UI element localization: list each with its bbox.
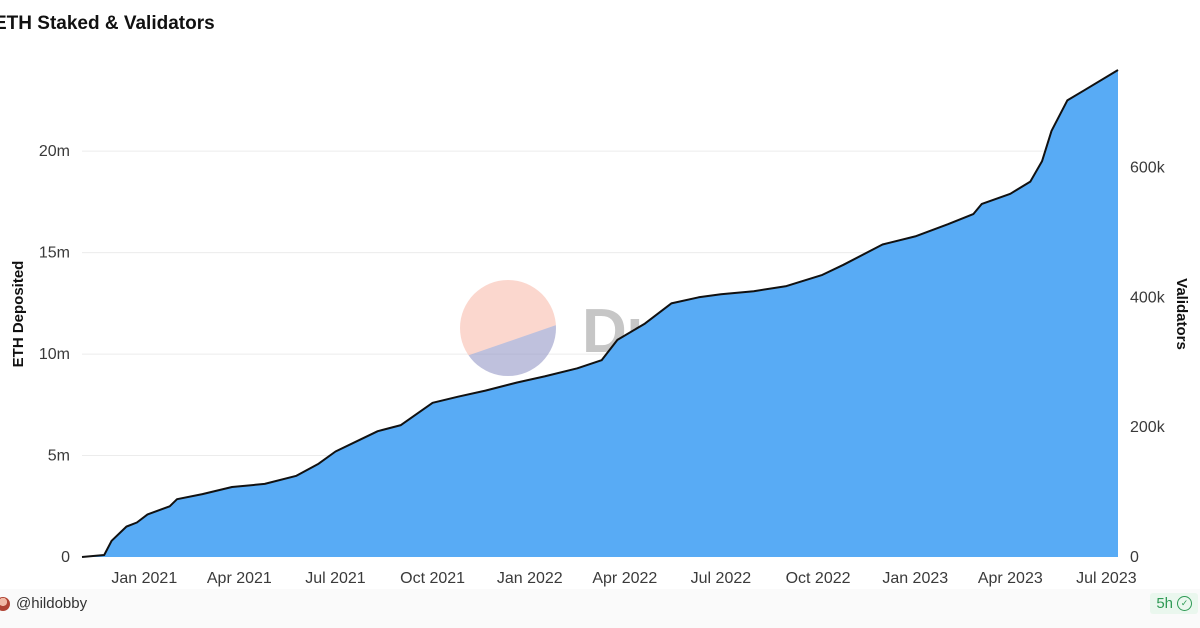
x-tick-label: Jan 2021 [111, 570, 177, 587]
y-tick-label: 0 [61, 549, 70, 566]
x-tick-label: Oct 2022 [786, 570, 851, 587]
y-tick-label: 15m [39, 245, 70, 262]
y2-tick-label: 600k [1130, 159, 1166, 176]
y-tick-label: 20m [39, 143, 70, 160]
x-tick-label: Jan 2023 [882, 570, 948, 587]
x-tick-label: Apr 2022 [592, 570, 657, 587]
footer-bar: @hildobby 5h ✓ [0, 589, 1200, 628]
right-axis-ticks: 0 200k 400k 600k [1130, 159, 1166, 566]
y-tick-label: 10m [39, 346, 70, 363]
chart-title: ETH Staked & Validators [0, 13, 215, 34]
x-tick-label: Apr 2023 [978, 570, 1043, 587]
check-circle-icon: ✓ [1177, 596, 1192, 611]
author-name: @hildobby [16, 595, 88, 612]
x-axis-ticks: Jan 2021 Apr 2021 Jul 2021 Oct 2021 Jan 2022… [111, 570, 1136, 587]
freshness-badge[interactable]: 5h ✓ [1150, 593, 1198, 614]
right-axis-title: Validators [1173, 278, 1190, 350]
y2-tick-label: 200k [1130, 419, 1166, 436]
eth-deposited-line [81, 69, 1119, 558]
avatar-icon [0, 596, 10, 611]
y2-tick-label: 400k [1130, 289, 1166, 306]
x-tick-label: Jul 2022 [691, 570, 752, 587]
freshness-text: 5h [1156, 595, 1173, 612]
left-axis-ticks: 0 5m 10m 15m 20m [39, 143, 70, 566]
y-tick-label: 5m [48, 448, 70, 465]
eth-deposited-area [82, 70, 1118, 557]
x-tick-label: Oct 2021 [400, 570, 465, 587]
y2-tick-label: 0 [1130, 549, 1139, 566]
x-tick-label: Jul 2021 [305, 570, 366, 587]
left-axis-title: ETH Deposited [10, 261, 27, 368]
x-tick-label: Jan 2022 [497, 570, 563, 587]
x-tick-label: Apr 2021 [207, 570, 272, 587]
author-link[interactable]: @hildobby [0, 595, 87, 612]
x-tick-label: Jul 2023 [1076, 570, 1137, 587]
